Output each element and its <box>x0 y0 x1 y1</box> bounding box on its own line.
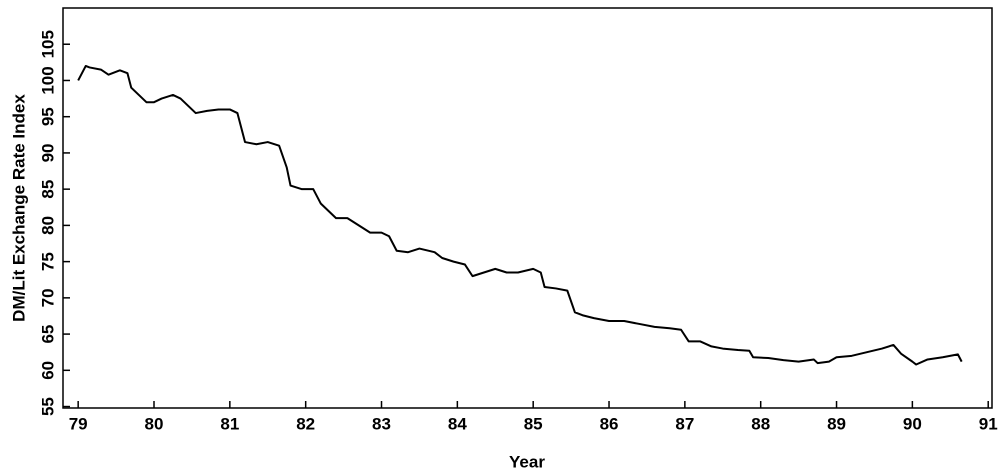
x-tick-label: 82 <box>296 414 315 433</box>
x-tick-label: 90 <box>903 414 922 433</box>
y-tick-label: 80 <box>38 216 57 235</box>
plot-frame <box>62 7 993 409</box>
x-tick-label: 91 <box>979 414 998 433</box>
x-axis-label: Year <box>509 452 545 471</box>
x-tick-label: 81 <box>220 414 239 433</box>
y-tick-label: 60 <box>38 361 57 380</box>
x-tick-label: 80 <box>145 414 164 433</box>
y-tick-label: 90 <box>38 143 57 162</box>
y-tick-label: 65 <box>38 325 57 344</box>
line <box>77 64 963 366</box>
y-tick-label: 85 <box>38 180 57 199</box>
y-tick-label: 100 <box>38 66 57 94</box>
x-tick-label: 86 <box>600 414 619 433</box>
x-tick-label: 89 <box>827 414 846 433</box>
y-tick-label: 95 <box>38 107 57 126</box>
y-tick-label: 105 <box>38 30 57 58</box>
x-tick-label: 87 <box>675 414 694 433</box>
y-tick-label: 70 <box>38 288 57 307</box>
y-tick-label: 75 <box>38 252 57 271</box>
x-tick-label: 85 <box>524 414 543 433</box>
x-tick-label: 88 <box>751 414 770 433</box>
y-axis-label: DM/Lit Exchange Rate Index <box>9 94 28 322</box>
y-tick-label: 55 <box>38 397 57 416</box>
x-tick-label: 83 <box>372 414 391 433</box>
x-tick-label: 79 <box>69 414 88 433</box>
x-tick-label: 84 <box>448 414 467 433</box>
